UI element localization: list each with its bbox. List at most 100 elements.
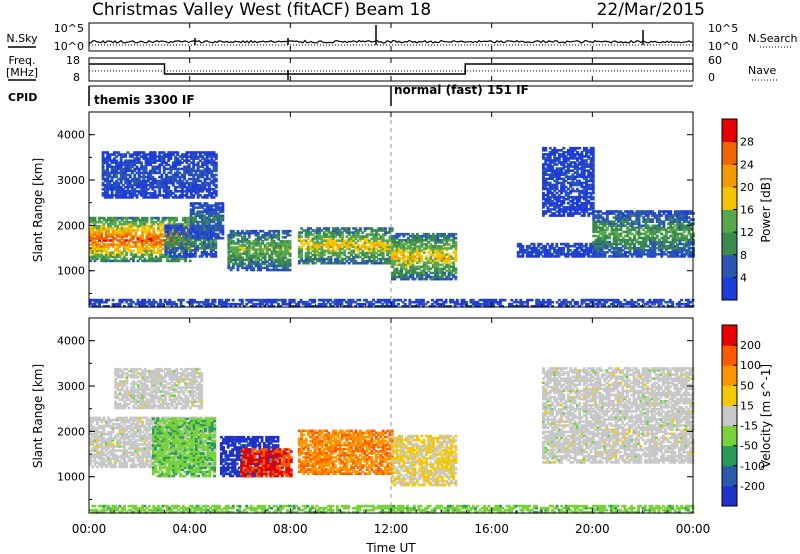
nave-label: Nave (748, 64, 776, 77)
heatmap-cell (662, 212, 666, 215)
heatmap-cell (431, 249, 435, 252)
heatmap-cell (431, 275, 435, 279)
heatmap-cell (411, 251, 415, 254)
heatmap-cell (241, 258, 244, 262)
heatmap-cell (131, 163, 134, 167)
heatmap-cell (600, 246, 604, 250)
heatmap-cell (633, 251, 636, 254)
heatmap-cell (102, 216, 106, 220)
heatmap-cell (182, 226, 186, 230)
heatmap-cell (422, 251, 426, 254)
heatmap-cell (404, 267, 408, 271)
heatmap-cell (374, 261, 378, 265)
heatmap-cell (660, 220, 664, 223)
heatmap-cell (653, 216, 657, 219)
heatmap-cell (165, 161, 168, 164)
heatmap-cell (667, 210, 670, 213)
heatmap-cell (313, 231, 317, 234)
heatmap-cell (101, 171, 105, 175)
heatmap-cell (134, 220, 138, 224)
heatmap-cell (425, 247, 428, 250)
heatmap-cell (318, 245, 322, 249)
heatmap-cell (115, 179, 119, 183)
heatmap-cell (325, 243, 328, 247)
heatmap-cell (268, 242, 272, 245)
heatmap-cell (658, 212, 661, 215)
heatmap-cell (124, 179, 128, 183)
heatmap-cell (175, 257, 178, 261)
heatmap-cell (137, 183, 141, 187)
heatmap-cell (635, 249, 639, 252)
heatmap-cell (431, 236, 435, 240)
heatmap-cell (379, 237, 383, 240)
heatmap-cell (551, 167, 554, 170)
heatmap-cell (598, 242, 602, 246)
heatmap-cell (539, 253, 543, 256)
heatmap-cell (156, 224, 160, 228)
heatmap-cell (409, 271, 412, 275)
heatmap-cell (411, 263, 415, 267)
heatmap-cell (106, 175, 109, 179)
heatmap-cell (132, 216, 135, 220)
heatmap-cell (658, 210, 661, 213)
heatmap-cell (108, 179, 112, 183)
heatmap-cell (404, 263, 408, 267)
heatmap-cell (133, 161, 137, 164)
heatmap-cell (247, 240, 251, 243)
heatmap-cell (673, 220, 677, 223)
heatmap-cell (113, 255, 117, 259)
heatmap-cell (207, 244, 211, 248)
heatmap-cell (555, 173, 559, 176)
heatmap-cell (145, 224, 149, 228)
heatmap-cell (454, 257, 458, 260)
heatmap-cell (158, 179, 162, 183)
heatmap-cell (111, 241, 115, 244)
heatmap-cell (653, 242, 657, 246)
heatmap-cell (651, 240, 655, 244)
heatmap-cell (123, 243, 126, 246)
heatmap-cell (443, 245, 446, 248)
heatmap-cell (313, 229, 317, 232)
heatmap-cell (103, 183, 107, 187)
heatmap-cell (594, 242, 598, 246)
heatmap-cell (176, 179, 180, 183)
heatmap-cell (146, 177, 150, 181)
heatmap-cell (142, 188, 146, 191)
heatmap-cell (386, 247, 390, 251)
heatmap-cell (272, 229, 276, 233)
heatmap-cell (191, 208, 195, 211)
heatmap-cell (182, 242, 186, 246)
heatmap-cell (365, 247, 369, 251)
heatmap-cell (662, 244, 666, 248)
heatmap-cell (103, 194, 107, 197)
heatmap-cell (153, 185, 157, 189)
heatmap-cell (115, 175, 119, 179)
heatmap-cell (162, 177, 166, 181)
heatmap-cell (676, 214, 679, 217)
heatmap-cell (610, 246, 614, 250)
heatmap-cell (169, 194, 173, 197)
heatmap-cell (542, 173, 545, 176)
heatmap-cell (128, 194, 132, 197)
heatmap-cell (207, 234, 211, 238)
heatmap-cell (644, 226, 648, 230)
noise-left-tick-top: 10^5 (54, 22, 84, 35)
heatmap-cell (187, 171, 191, 175)
heatmap-cell (176, 185, 180, 189)
heatmap-cell (415, 241, 419, 244)
heatmap-cell (413, 251, 417, 254)
heatmap-cell (566, 157, 570, 160)
heatmap-cell (678, 242, 682, 246)
heatmap-cell (128, 159, 132, 162)
heatmap-cell (208, 188, 211, 191)
heatmap-cell (667, 244, 670, 248)
heatmap-cell (557, 157, 561, 160)
heatmap-cell (191, 226, 195, 230)
heatmap-cell (434, 247, 437, 250)
heatmap-cell (653, 240, 657, 244)
heatmap-cell (124, 163, 128, 167)
heatmap-cell (372, 261, 376, 265)
heatmap-cell (107, 227, 110, 230)
heatmap-cell (118, 220, 122, 224)
heatmap-cell (263, 254, 267, 257)
